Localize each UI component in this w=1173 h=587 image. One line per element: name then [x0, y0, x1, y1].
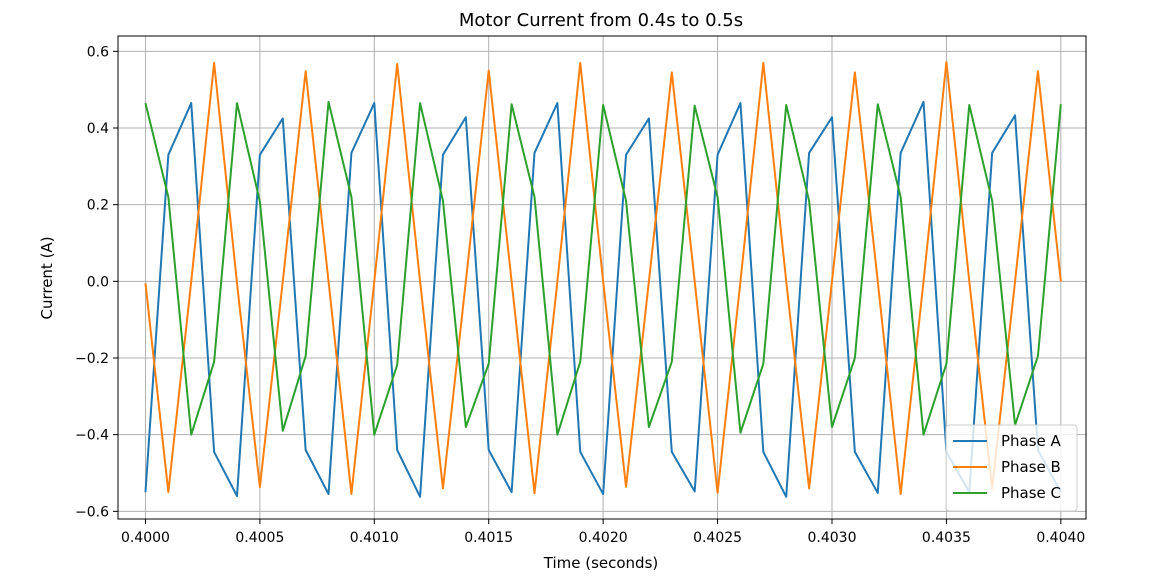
series-line-phase-b [144, 61, 1062, 496]
plot-lines [144, 61, 1062, 498]
legend-label-phase-c: Phase C [1001, 484, 1061, 502]
y-tick-label: 0.6 [87, 44, 109, 60]
y-tick-label: −0.6 [75, 504, 109, 520]
x-axis-label: Time (seconds) [543, 554, 659, 572]
chart-title: Motor Current from 0.4s to 0.5s [459, 10, 743, 31]
x-axis-ticks: 0.4000 0.4005 0.4010 0.4015 0.4020 0.4025 0.40… [121, 519, 1085, 546]
legend-label-phase-a: Phase A [1001, 432, 1062, 450]
y-tick-label: −0.2 [75, 351, 109, 367]
x-tick-label: 0.4040 [1036, 530, 1085, 546]
y-tick-label: −0.4 [75, 428, 109, 444]
y-tick-label: 0.0 [87, 274, 109, 290]
y-axis-label: Current (A) [38, 236, 56, 319]
x-tick-label: 0.4000 [121, 530, 170, 546]
x-tick-label: 0.4010 [350, 530, 399, 546]
x-tick-label: 0.4035 [922, 530, 971, 546]
x-tick-label: 0.4005 [235, 530, 284, 546]
series-line-phase-c [144, 100, 1062, 436]
y-tick-label: 0.4 [87, 121, 109, 137]
x-tick-label: 0.4025 [693, 530, 742, 546]
legend-box [945, 424, 1078, 512]
x-tick-label: 0.4015 [464, 530, 513, 546]
plot-frame [117, 35, 1087, 520]
x-tick-label: 0.4030 [807, 530, 856, 546]
y-axis-ticks: −0.6 −0.4 −0.2 0.0 0.2 0.4 0.6 [75, 44, 118, 520]
y-tick-label: 0.2 [87, 198, 109, 214]
legend: Phase A Phase B Phase C [945, 424, 1078, 512]
grid [118, 36, 1086, 519]
series-line-phase-a [144, 100, 1062, 498]
legend-label-phase-b: Phase B [1001, 458, 1061, 476]
x-tick-label: 0.4020 [579, 530, 628, 546]
